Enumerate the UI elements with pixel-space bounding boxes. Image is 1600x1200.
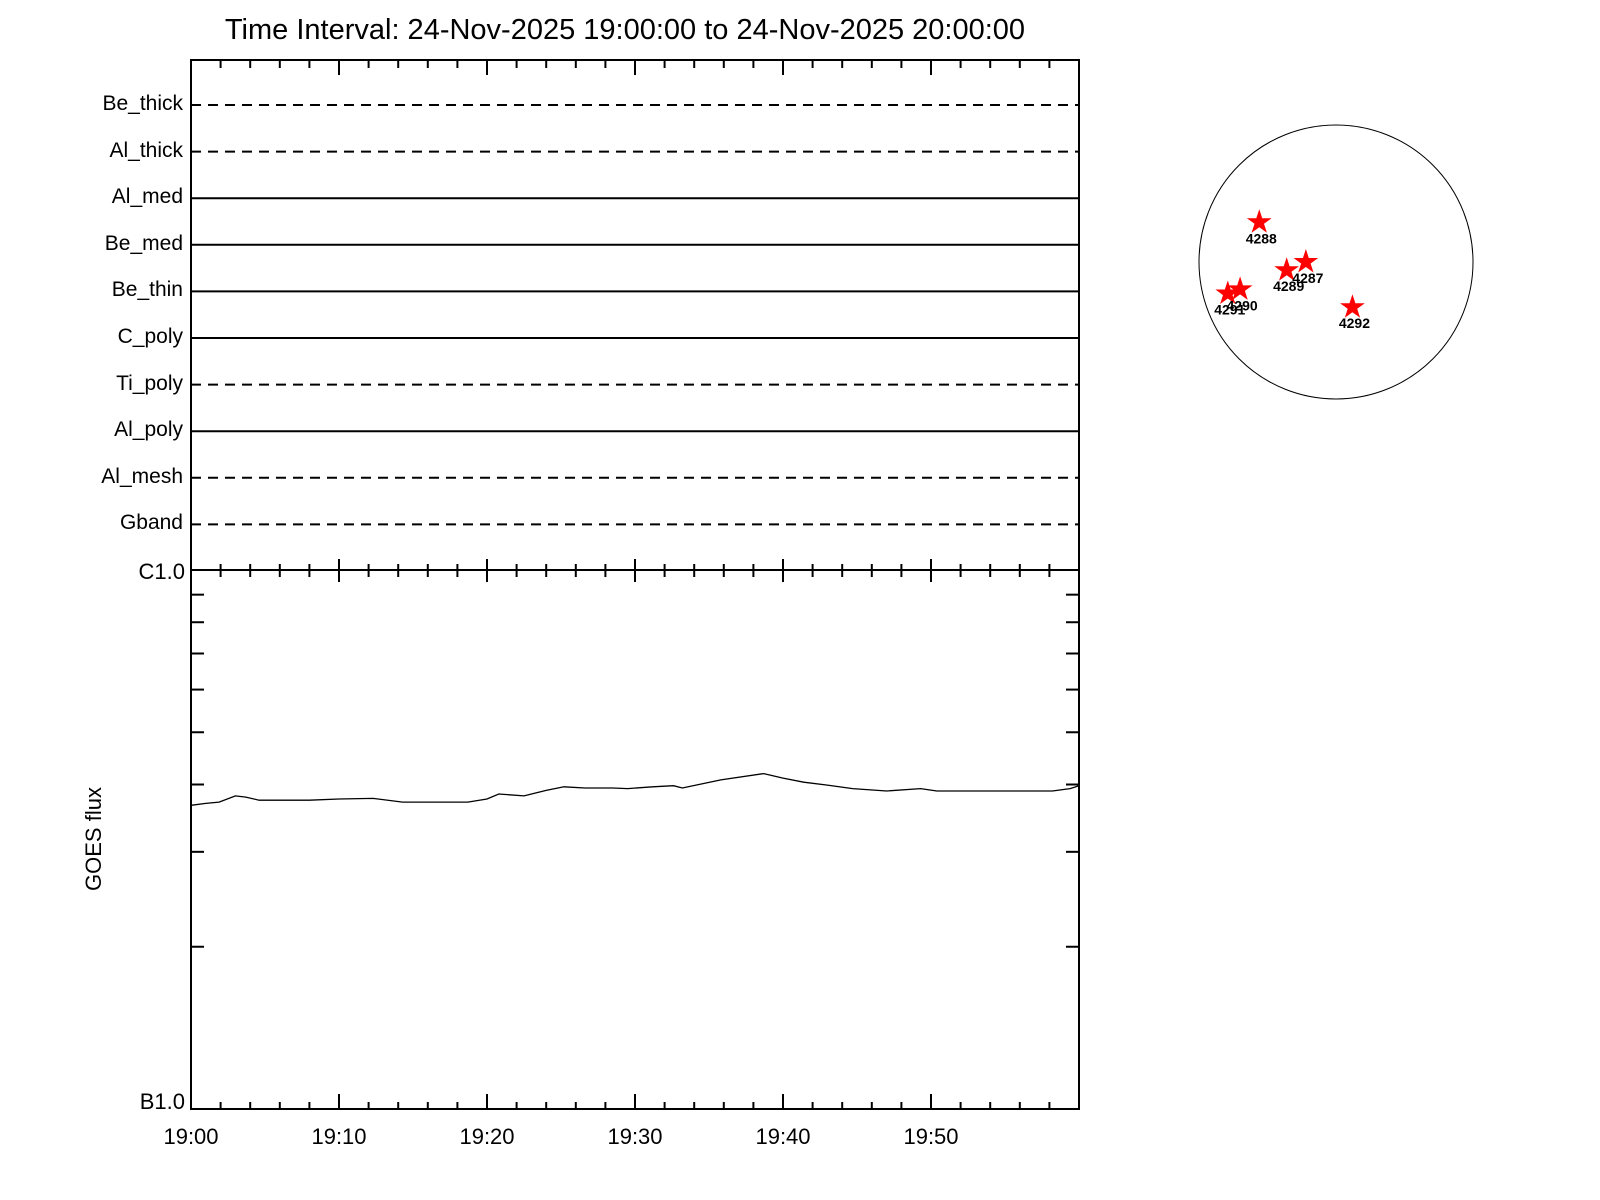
active-region-star-4291	[1215, 280, 1241, 304]
page-title: Time Interval: 24-Nov-2025 19:00:00 to 2…	[224, 14, 1026, 46]
filter-label-Gband: Gband	[119, 511, 183, 535]
active-region-label-4290: 4290	[1227, 297, 1258, 313]
filter-label-Ti_poly: Ti_poly	[116, 371, 183, 395]
xrt-filter-panel-frame	[190, 59, 1080, 571]
active-region-star-4288	[1246, 209, 1272, 233]
filter-label-Be_thick: Be_thick	[102, 92, 183, 115]
x-tick-label-19:50: 19:50	[903, 1124, 959, 1149]
filter-label-Al_mesh: Al_mesh	[101, 464, 183, 488]
active-region-star-4289	[1274, 257, 1299, 281]
active-region-label-4288: 4288	[1246, 230, 1277, 246]
filter-label-Al_med: Al_med	[111, 185, 183, 209]
x-tick-label-19:30: 19:30	[607, 1124, 663, 1149]
goes-y-bottom-label: B1.0	[139, 1089, 185, 1114]
active-region-label-4289: 4289	[1273, 278, 1304, 294]
solar-disk	[1198, 124, 1474, 400]
filter-label-Be_med: Be_med	[104, 231, 183, 255]
active-region-star-4292	[1340, 294, 1365, 318]
goes-y-top-label: C1.0	[138, 559, 185, 584]
x-tick-label-19:20: 19:20	[459, 1124, 515, 1149]
filter-label-Be_thin: Be_thin	[111, 278, 183, 302]
active-region-star-4287	[1293, 249, 1319, 273]
x-tick-label-19:00: 19:00	[163, 1124, 219, 1149]
x-tick-label-19:10: 19:10	[311, 1124, 367, 1149]
goes-flux-curve	[190, 772, 1080, 806]
filter-label-C_poly: C_poly	[117, 325, 183, 348]
active-region-label-4287: 4287	[1292, 270, 1323, 286]
filter-label-Al_poly: Al_poly	[114, 418, 183, 442]
active-region-label-4292: 4292	[1339, 315, 1370, 331]
filter-label-Al_thick: Al_thick	[109, 138, 183, 162]
active-region-star-4290	[1227, 276, 1253, 300]
active-region-label-4291: 4291	[1214, 302, 1245, 318]
x-tick-label-19:40: 19:40	[755, 1124, 811, 1149]
goes-panel-frame	[190, 569, 1080, 1110]
